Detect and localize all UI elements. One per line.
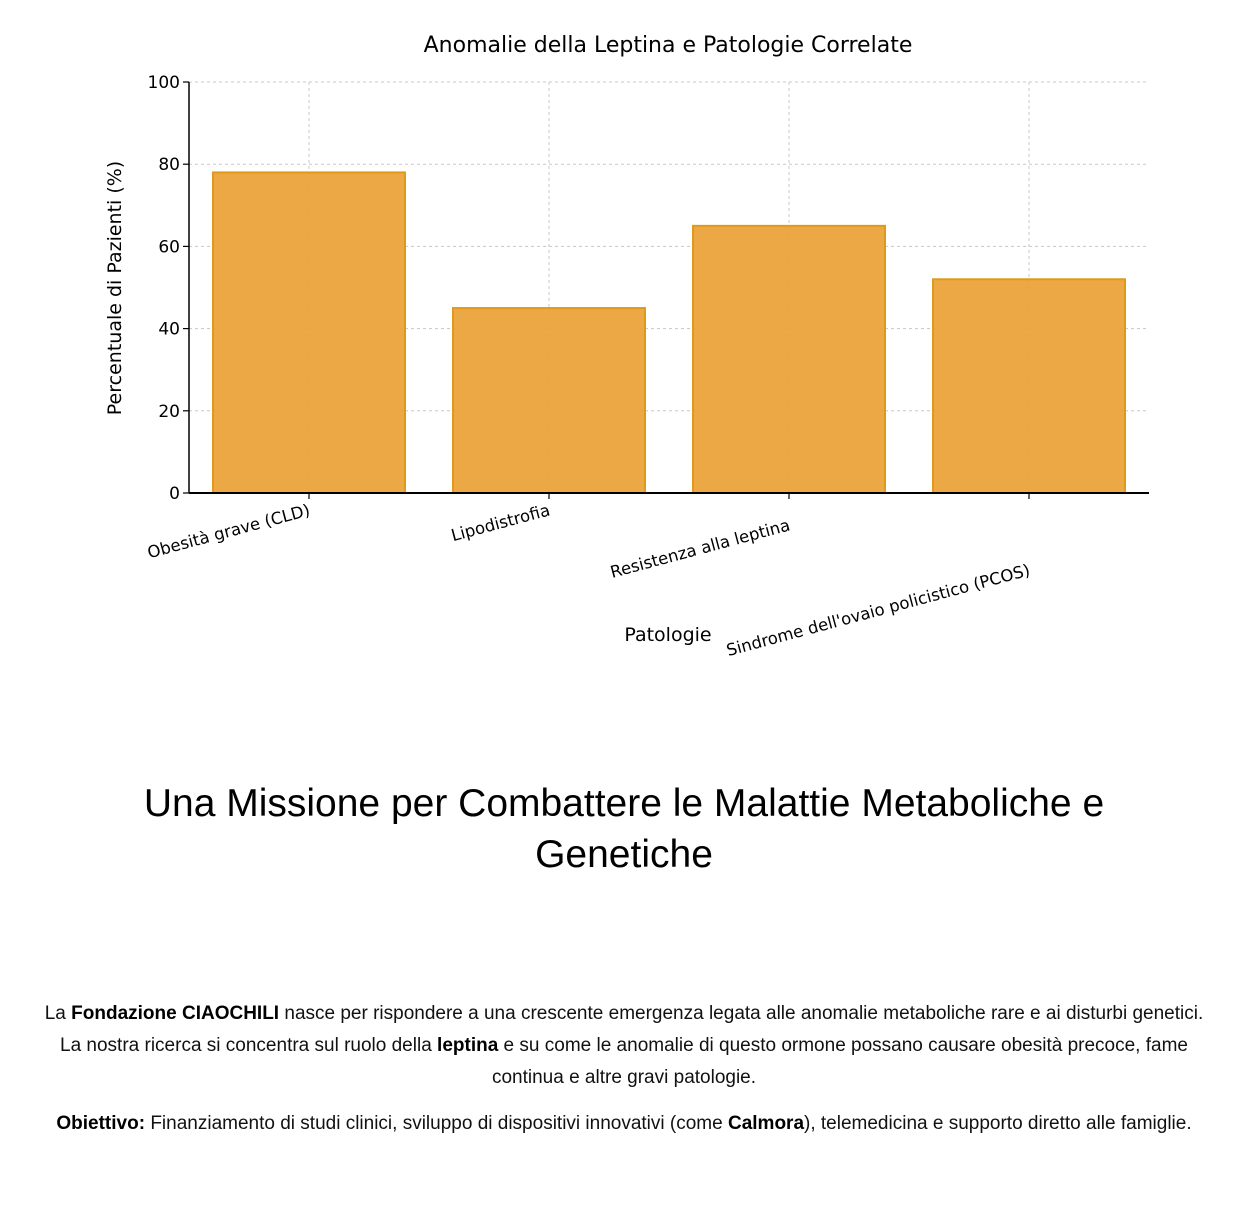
text-run: La [44,1003,72,1024]
bar [212,171,406,494]
bold-text: leptina [437,1035,499,1056]
x-tick-label: Lipodistrofia [449,501,552,546]
x-axis-ticks: Obesità grave (CLD) Lipodistrofia Resisten… [145,493,1032,660]
y-tick-label: 0 [169,484,180,504]
chart-bars [212,171,1126,494]
x-axis-label: Patologie [624,624,711,646]
text-run: e su come le anomalie di questo ormone p… [491,1035,1188,1088]
bar [692,224,886,494]
bold-text: Obiettivo: [56,1113,146,1134]
y-axis-label: Percentuale di Pazienti (%) [104,161,126,415]
x-tick-label: Resistenza alla leptina [608,516,792,582]
y-tick-label: 20 [158,402,180,422]
bar-chart: Anomalie della Leptina e Patologie Corre… [104,33,1149,660]
x-tick-label: Sindrome dell'ovaio policistico (PCOS) [724,561,1032,660]
bar [452,307,646,494]
chart-axes [188,82,1149,494]
y-tick-label: 80 [158,155,180,175]
chart-title: Anomalie della Leptina e Patologie Corre… [424,33,913,58]
bold-text: Calmora [727,1113,805,1134]
text-run: ), telemedicina e supporto diretto alle … [804,1113,1192,1134]
bold-text: Fondazione CIAOCHILI [71,1003,280,1024]
x-tick-label: Obesità grave (CLD) [145,501,312,563]
mission-objective-paragraph: Obiettivo: Finanziamento di studi clinic… [40,1108,1208,1140]
y-tick-label: 100 [148,73,180,93]
text-run: nasce per rispondere a una crescente eme… [60,1003,1204,1056]
y-tick-label: 60 [158,237,180,257]
y-tick-label: 40 [158,320,180,340]
text-run: Finanziamento di studi clinici, sviluppo… [145,1113,728,1134]
mission-intro-paragraph: La Fondazione CIAOCHILI nasce per rispon… [40,998,1208,1094]
bar [932,278,1126,494]
y-axis-ticks: 0 20 40 60 80 100 [148,73,189,504]
mission-heading: Una Missione per Combattere le Malattie … [143,782,1105,876]
